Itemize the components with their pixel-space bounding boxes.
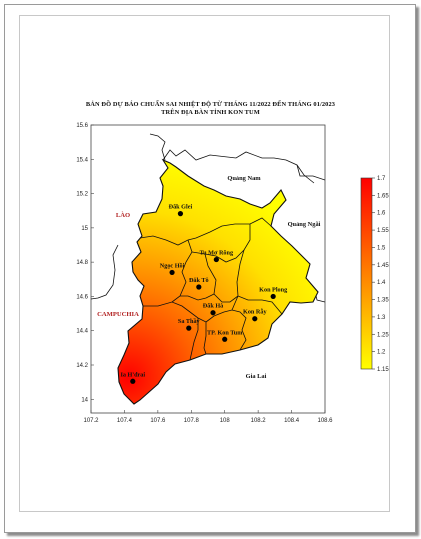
y-tick-label: 15.6	[76, 123, 88, 129]
colorbar-tick-label: 1.35	[377, 298, 389, 304]
kon-tum-province	[117, 158, 319, 405]
district-marker	[196, 284, 202, 290]
y-tick-label: 15.2	[76, 192, 88, 198]
laos-cambodia-border	[91, 244, 119, 300]
colorbar-tick-label: 1.55	[377, 228, 389, 234]
map-title-line-2: TRÊN ĐỊA BÀN TỈNH KON TUM	[161, 109, 260, 116]
x-tick-label: 107.4	[117, 418, 133, 424]
district-label: Đăk Tô	[189, 277, 209, 284]
district-marker	[252, 316, 258, 322]
district-label: Đăk Hà	[203, 303, 223, 310]
x-axis-ticks: 107.2 107.4 107.6 107.8 108 108.2 108.4 108.6	[83, 410, 333, 424]
x-tick-label: 108.2	[251, 418, 267, 424]
district-marker	[222, 336, 228, 342]
district-marker	[130, 378, 136, 384]
quang-nam-border	[162, 149, 315, 184]
district-marker	[177, 211, 184, 217]
y-tick-label: 14.6	[76, 294, 88, 300]
colorbar-tick-label: 1.3	[377, 315, 386, 321]
y-axis-ticks: 15.6 15.4 15.2 15 14.8 14.6 14.4 14.2 14	[76, 123, 94, 403]
district-label: Kon Rẫy	[243, 309, 267, 316]
map-title-line-1: BẢN ĐỒ DỰ BÁO CHUẨN SAI NHIỆT ĐỘ TỪ THÁN…	[85, 101, 336, 108]
district-label: Kon Plong	[259, 286, 288, 293]
y-tick-label: 14	[81, 397, 88, 403]
colorbar-gradient	[360, 177, 373, 370]
district-marker	[270, 293, 276, 300]
gia-lai-label: Gia Lai	[246, 373, 267, 380]
colorbar-tick-label: 1.5	[377, 245, 386, 251]
colorbar: 1.7 1.65 1.6 1.55 1.5 1.45 1.4 1.35 1.3 1.25 1.2 1.…	[360, 176, 389, 373]
y-tick-label: 15.4	[76, 157, 88, 163]
y-tick-label: 15	[81, 226, 88, 232]
colorbar-tick-label: 1.7	[377, 176, 386, 182]
colorbar-tick-label: 1.15	[377, 367, 389, 373]
y-tick-label: 14.4	[76, 329, 88, 335]
district-label: Ngọc Hồi	[160, 262, 185, 269]
x-tick-label: 108	[220, 418, 231, 424]
quang-nam-label: Quảng Nam	[227, 175, 261, 182]
district-marker	[210, 310, 216, 316]
colorbar-tick-label: 1.4	[377, 280, 386, 286]
district-label: Tu Mơ Rông	[200, 250, 234, 257]
district-marker	[186, 325, 192, 331]
colorbar-tick-label: 1.25	[377, 332, 389, 338]
x-tick-label: 108.4	[284, 418, 300, 424]
quang-ngai-label: Quảng Ngãi	[288, 221, 321, 228]
x-tick-label: 107.6	[150, 418, 166, 424]
x-tick-label: 107.2	[83, 418, 99, 424]
colorbar-tick-label: 1.2	[377, 350, 386, 356]
district-boundaries	[139, 217, 283, 361]
quang-nam-ngai-border	[296, 164, 325, 181]
campuchia-label: CAMPUCHIA	[97, 311, 139, 318]
y-tick-label: 14.2	[76, 363, 88, 369]
laos-border-north	[149, 133, 166, 161]
colorbar-tick-label: 1.45	[377, 263, 389, 269]
district-marker	[169, 269, 175, 276]
y-tick-label: 14.8	[76, 260, 88, 266]
plot-area	[90, 124, 326, 414]
district-markers: Đăk Glei Tu Mơ Rông Ngọc Hồi Đăk Tô Kon Plon…	[120, 204, 288, 384]
district-label: Ia H'drai	[120, 371, 145, 378]
x-tick-label: 107.8	[184, 418, 200, 424]
district-label: Sa Thầy	[178, 318, 201, 325]
district-label: Đăk Glei	[169, 204, 193, 211]
district-label: TP. Kon Tum	[207, 329, 243, 336]
district-marker	[213, 256, 219, 263]
colorbar-ticks: 1.7 1.65 1.6 1.55 1.5 1.45 1.4 1.35 1.3 1.25 1.2 1.…	[372, 176, 389, 373]
lao-label: LÀO	[116, 211, 130, 219]
colorbar-tick-label: 1.6	[377, 211, 386, 217]
colorbar-tick-label: 1.65	[377, 193, 389, 199]
x-tick-label: 108.6	[317, 418, 333, 424]
